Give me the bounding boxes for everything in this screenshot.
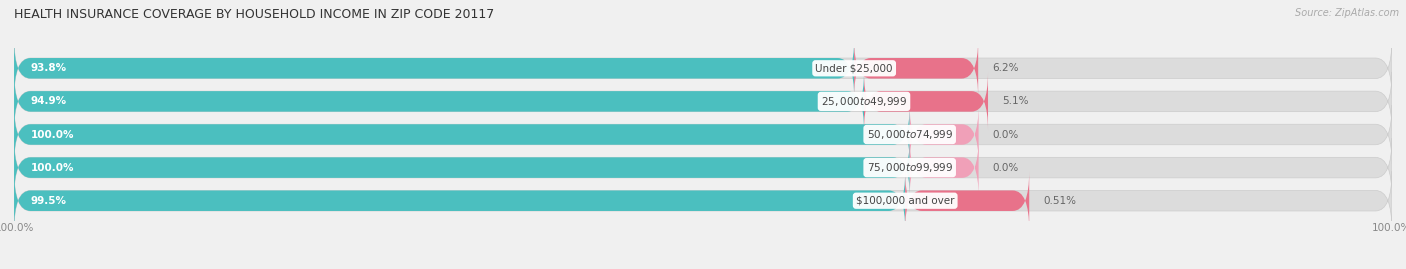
FancyBboxPatch shape [865,72,988,131]
FancyBboxPatch shape [14,72,865,131]
Text: HEALTH INSURANCE COVERAGE BY HOUSEHOLD INCOME IN ZIP CODE 20117: HEALTH INSURANCE COVERAGE BY HOUSEHOLD I… [14,8,495,21]
FancyBboxPatch shape [910,105,979,164]
Text: 100.0%: 100.0% [31,129,75,140]
Text: $100,000 and over: $100,000 and over [856,196,955,206]
Text: $75,000 to $99,999: $75,000 to $99,999 [866,161,953,174]
Text: 94.9%: 94.9% [31,96,66,107]
Text: 0.0%: 0.0% [993,129,1018,140]
FancyBboxPatch shape [14,171,905,230]
FancyBboxPatch shape [14,138,910,197]
Text: 6.2%: 6.2% [993,63,1018,73]
FancyBboxPatch shape [910,138,979,197]
Text: 93.8%: 93.8% [31,63,66,73]
FancyBboxPatch shape [905,171,1029,230]
FancyBboxPatch shape [14,72,1392,131]
FancyBboxPatch shape [14,105,1392,164]
Text: 100.0%: 100.0% [31,162,75,173]
FancyBboxPatch shape [14,138,1392,197]
Text: 99.5%: 99.5% [31,196,66,206]
FancyBboxPatch shape [855,39,979,98]
FancyBboxPatch shape [14,39,1392,98]
Text: Under $25,000: Under $25,000 [815,63,893,73]
FancyBboxPatch shape [14,171,1392,230]
FancyBboxPatch shape [14,105,910,164]
Text: 5.1%: 5.1% [1002,96,1028,107]
Text: $25,000 to $49,999: $25,000 to $49,999 [821,95,907,108]
Text: $50,000 to $74,999: $50,000 to $74,999 [866,128,953,141]
Text: Source: ZipAtlas.com: Source: ZipAtlas.com [1295,8,1399,18]
Text: 0.51%: 0.51% [1043,196,1076,206]
FancyBboxPatch shape [14,39,855,98]
Text: 0.0%: 0.0% [993,162,1018,173]
